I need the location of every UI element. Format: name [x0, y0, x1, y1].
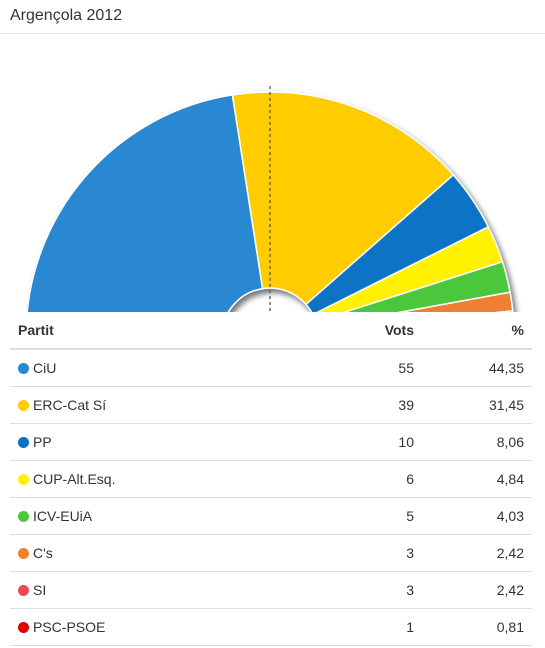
party-cell: PP — [10, 423, 286, 461]
header-party: Partit — [10, 312, 286, 350]
page-title: Argençola 2012 — [0, 0, 545, 34]
party-name: CiU — [33, 360, 57, 376]
party-name: C's — [33, 545, 53, 561]
party-color-dot-icon — [18, 548, 29, 559]
party-name: ERC-Cat Sí — [33, 397, 107, 413]
party-name: CUP-Alt.Esq. — [33, 471, 116, 487]
percent-cell: 0,81 — [422, 608, 532, 646]
table-row: PP 10 8,06 — [10, 423, 532, 461]
party-cell: SI — [10, 571, 286, 609]
percent-cell: 2,42 — [422, 571, 532, 609]
votes-cell: 3 — [286, 534, 422, 572]
party-cell: C's — [10, 534, 286, 572]
votes-cell: 3 — [286, 571, 422, 609]
percent-cell: 4,03 — [422, 497, 532, 535]
header-votes: Vots — [286, 312, 422, 350]
table-row: C's 3 2,42 — [10, 534, 532, 572]
table-row: CUP-Alt.Esq. 6 4,84 — [10, 460, 532, 498]
slice-erc-cat-s-[interactable] — [231, 91, 455, 306]
party-cell: PSC-PSOE — [10, 608, 286, 646]
percent-cell: 4,84 — [422, 460, 532, 498]
page-title-text: Argençola 2012 — [10, 7, 123, 24]
party-name: PP — [33, 434, 52, 450]
votes-cell: 55 — [286, 348, 422, 387]
table-row: ICV-EUiA 5 4,03 — [10, 497, 532, 535]
party-cell: ICV-EUiA — [10, 497, 286, 535]
slice-ciu[interactable] — [26, 94, 264, 312]
party-cell: ERC-Cat Sí — [10, 386, 286, 424]
party-cell: CiU — [10, 348, 286, 387]
percent-cell: 2,42 — [422, 534, 532, 572]
hemicycle-chart — [0, 34, 545, 312]
votes-cell: 39 — [286, 386, 422, 424]
percent-cell: 31,45 — [422, 386, 532, 424]
party-color-dot-icon — [18, 511, 29, 522]
slice-c-s[interactable] — [317, 291, 514, 312]
party-name: SI — [33, 582, 47, 598]
party-name: PSC-PSOE — [33, 619, 106, 635]
table-row: CiU 55 44,35 — [10, 348, 532, 387]
percent-cell: 44,35 — [422, 348, 532, 387]
party-color-dot-icon — [18, 437, 29, 448]
party-color-dot-icon — [18, 474, 29, 485]
header-percent: % — [422, 312, 532, 350]
party-color-dot-icon — [18, 585, 29, 596]
percent-cell: 8,06 — [422, 423, 532, 461]
party-name: ICV-EUiA — [33, 508, 93, 524]
votes-cell: 5 — [286, 497, 422, 535]
party-color-dot-icon — [18, 363, 29, 374]
hemicycle-svg — [26, 86, 514, 312]
table-row: SI 3 2,42 — [10, 571, 532, 609]
hemicycle-slices — [26, 91, 514, 312]
results-table: Partit Vots % CiU 55 44,35 ERC-Cat Sí 39 31,4… — [10, 312, 532, 646]
party-color-dot-icon — [18, 400, 29, 411]
votes-cell: 6 — [286, 460, 422, 498]
table-row: ERC-Cat Sí 39 31,45 — [10, 386, 532, 424]
slice-si[interactable] — [318, 310, 514, 312]
slice-cup-alt-esq-[interactable] — [313, 225, 504, 312]
party-color-dot-icon — [18, 622, 29, 633]
table-header-row: Partit Vots % — [10, 312, 532, 350]
votes-cell: 10 — [286, 423, 422, 461]
party-cell: CUP-Alt.Esq. — [10, 460, 286, 498]
table-row: PSC-PSOE 1 0,81 — [10, 608, 532, 646]
votes-cell: 1 — [286, 608, 422, 646]
